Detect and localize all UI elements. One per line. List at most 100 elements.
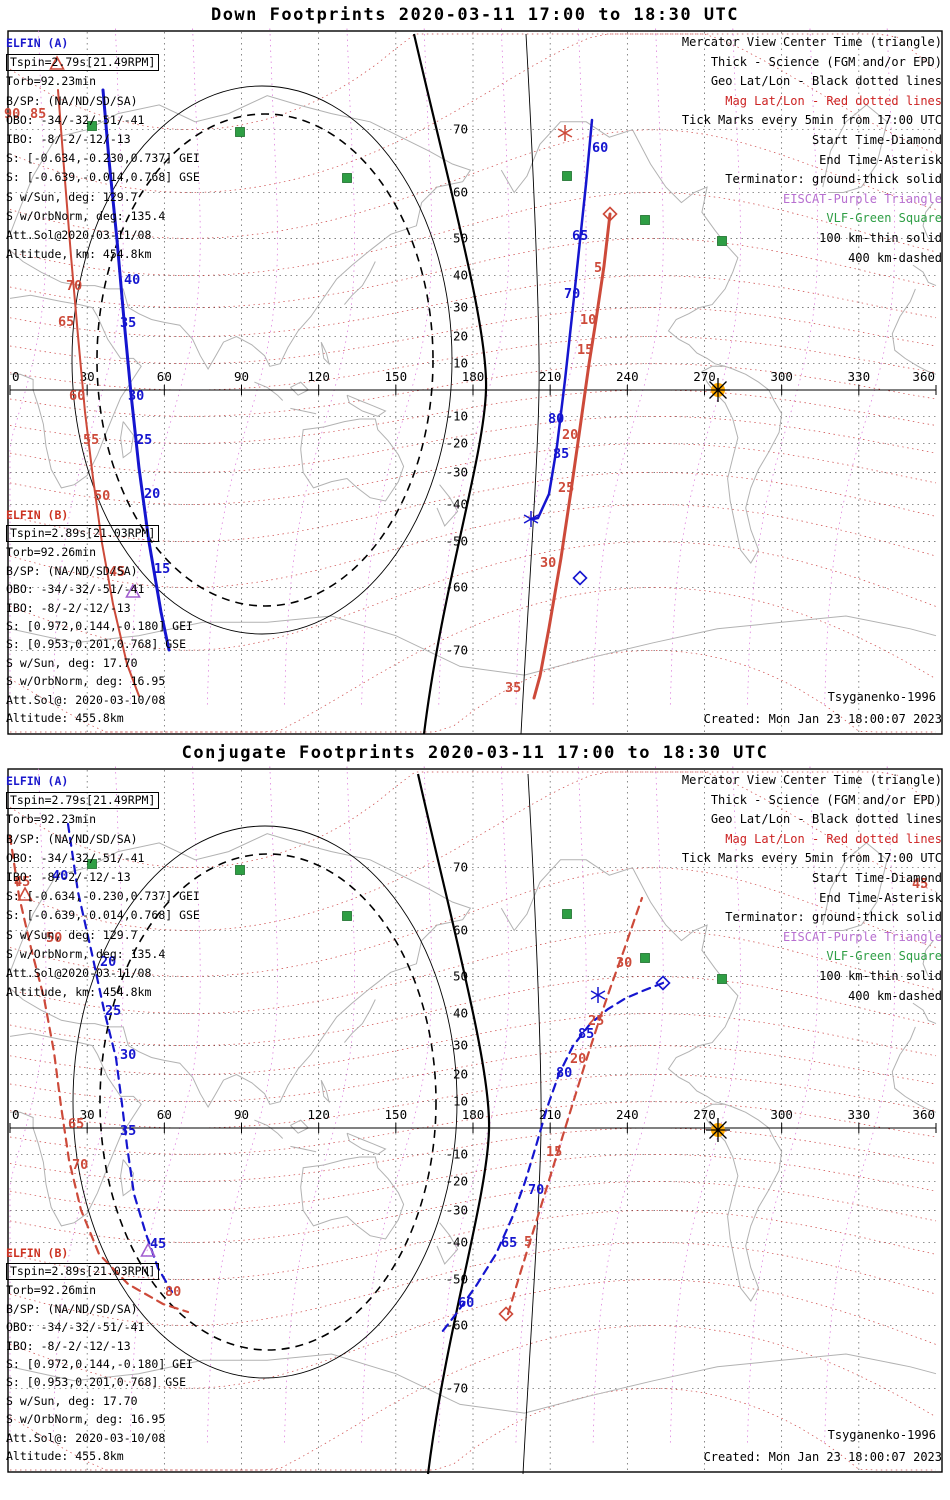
info-line: S w/Sun, deg: 129.7 [6, 927, 138, 942]
svg-text:60: 60 [157, 1107, 172, 1122]
info-line: Att.Sol@2020-03-11/08 [6, 228, 152, 243]
svg-text:25: 25 [558, 480, 574, 496]
svg-text:-20: -20 [445, 435, 468, 450]
svg-text:65: 65 [68, 1116, 84, 1132]
legend-line: Start Time-Diamond [811, 132, 942, 147]
legend-line: Terminator: ground-thick solid [725, 172, 942, 187]
vlf-station-square [342, 173, 352, 183]
svg-text:90: 90 [234, 369, 249, 384]
frame [7, 768, 943, 1473]
svg-text:30: 30 [80, 369, 95, 384]
svg-text:70: 70 [453, 122, 468, 137]
svg-text:30: 30 [540, 555, 556, 571]
svg-text:65: 65 [501, 1235, 517, 1251]
svg-text:-70: -70 [445, 1380, 468, 1395]
info-line: Torb=92.26min [6, 1283, 97, 1298]
svg-text:10: 10 [453, 1094, 468, 1109]
svg-text:65: 65 [572, 228, 588, 244]
svg-text:120: 120 [307, 369, 330, 384]
svg-text:70: 70 [66, 278, 82, 294]
vlf-station-square [717, 236, 727, 246]
legend-line: End Time-Asterisk [819, 890, 942, 905]
svg-text:20: 20 [570, 1051, 586, 1067]
info-line: Torb=92.23min [6, 74, 97, 89]
vlf-station-square [235, 127, 245, 137]
svg-text:55: 55 [83, 432, 99, 448]
legend-line: Tick Marks every 5min from 17:00 UTC [681, 851, 942, 866]
svg-text:210: 210 [539, 369, 562, 384]
legend-line: VLF-Green Square [826, 211, 942, 226]
vlf-station-square [640, 215, 650, 225]
subsolar-point [706, 1118, 730, 1142]
svg-text:40: 40 [52, 868, 68, 884]
start-time-diamond [572, 570, 588, 586]
legend-line: VLF-Green Square [826, 949, 942, 964]
svg-text:20: 20 [453, 1067, 468, 1082]
svg-text:120: 120 [307, 1107, 330, 1122]
info-line-row: Tspin=2.89s[21.03RPM] [6, 1262, 193, 1281]
svg-text:210: 210 [539, 1107, 562, 1122]
svg-text:-60: -60 [445, 1318, 468, 1333]
svg-text:60: 60 [592, 140, 608, 156]
center-time-triangle [49, 55, 65, 70]
info-line: Altitude: 455.8km [6, 711, 124, 726]
info-line: IBO: -8/-2/-12/-13 [6, 870, 131, 885]
svg-text:30: 30 [120, 1047, 136, 1063]
svg-text:150: 150 [385, 369, 408, 384]
legend-line: Mag Lat/Lon - Red dotted lines [725, 831, 942, 846]
plot-legend: Mercator View Center Time (triangle) Thic… [682, 33, 942, 268]
svg-text:45: 45 [14, 874, 30, 890]
vlf-station-square [562, 171, 572, 181]
panel-title: Down Footprints 2020-03-11 17:00 to 18:3… [210, 5, 740, 25]
legend-line: Geo Lat/Lon - Black dotted lines [710, 812, 942, 827]
svg-text:30: 30 [128, 388, 144, 404]
svg-text:50: 50 [453, 230, 468, 245]
svg-text:85: 85 [578, 1026, 594, 1042]
svg-text:30: 30 [453, 300, 468, 315]
info-line: Tspin=2.79s[21.49RPM] [6, 54, 160, 72]
svg-text:15: 15 [577, 342, 593, 358]
svg-text:30: 30 [616, 955, 632, 971]
svg-text:45: 45 [912, 876, 928, 892]
svg-text:270: 270 [693, 369, 716, 384]
info-line: OBO: -34/-32/-51/-41 [6, 112, 145, 127]
svg-text:80: 80 [548, 411, 564, 427]
svg-text:60: 60 [157, 369, 172, 384]
created-timestamp: Created: Mon Jan 23 18:00:07 2023 [703, 712, 942, 726]
svg-text:30: 30 [453, 1038, 468, 1053]
svg-text:10: 10 [453, 356, 468, 371]
svg-text:70: 70 [72, 1157, 88, 1173]
svg-text:85: 85 [553, 446, 569, 462]
svg-text:60: 60 [458, 1295, 474, 1311]
track-labels: 40 35 30 25 20 15 90 85 70 65 60 55 50 45 60 65 70 80 85 5 1… [4, 106, 608, 696]
svg-text:50: 50 [46, 930, 62, 946]
info-line: S: [-0.639,-0.014,0.768] GSE [6, 170, 200, 185]
frame [7, 30, 943, 735]
info-line: Torb=92.26min [6, 545, 97, 560]
svg-text:30: 30 [80, 1107, 95, 1122]
info-line: S w/OrbNorm, deg: 16.95 [6, 1412, 166, 1427]
svg-text:5: 5 [594, 260, 602, 276]
info-line-row: Tspin=2.79s[21.49RPM] [6, 791, 200, 810]
info-line: IBO: -8/-2/-12/-13 [6, 1338, 131, 1353]
info-line: Altitude, km: 454.8km [6, 247, 152, 262]
markers [17, 859, 730, 1322]
satellite-name: ELFIN (B) [6, 508, 69, 522]
tracks [57, 88, 612, 700]
svg-text:360: 360 [912, 1107, 935, 1122]
svg-text:80: 80 [165, 1284, 181, 1300]
svg-text:300: 300 [770, 369, 793, 384]
svg-text:-40: -40 [445, 496, 468, 511]
svg-text:-70: -70 [445, 642, 468, 657]
svg-text:330: 330 [848, 369, 871, 384]
legend-line: 100 km-thin solid [819, 968, 942, 983]
info-line: Att.Sol@2020-03-11/08 [6, 966, 152, 981]
svg-text:-50: -50 [445, 534, 468, 549]
svg-text:45: 45 [109, 564, 125, 580]
svg-text:70: 70 [453, 860, 468, 875]
svg-text:-50: -50 [445, 1272, 468, 1287]
down-footprints-map-plot: 0 30 60 90 120 150 180 210 240 270 300 330 360 70 60 50… [4, 28, 943, 735]
svg-text:240: 240 [616, 1107, 639, 1122]
center-time-triangle [17, 886, 33, 901]
svg-text:60: 60 [453, 922, 468, 937]
